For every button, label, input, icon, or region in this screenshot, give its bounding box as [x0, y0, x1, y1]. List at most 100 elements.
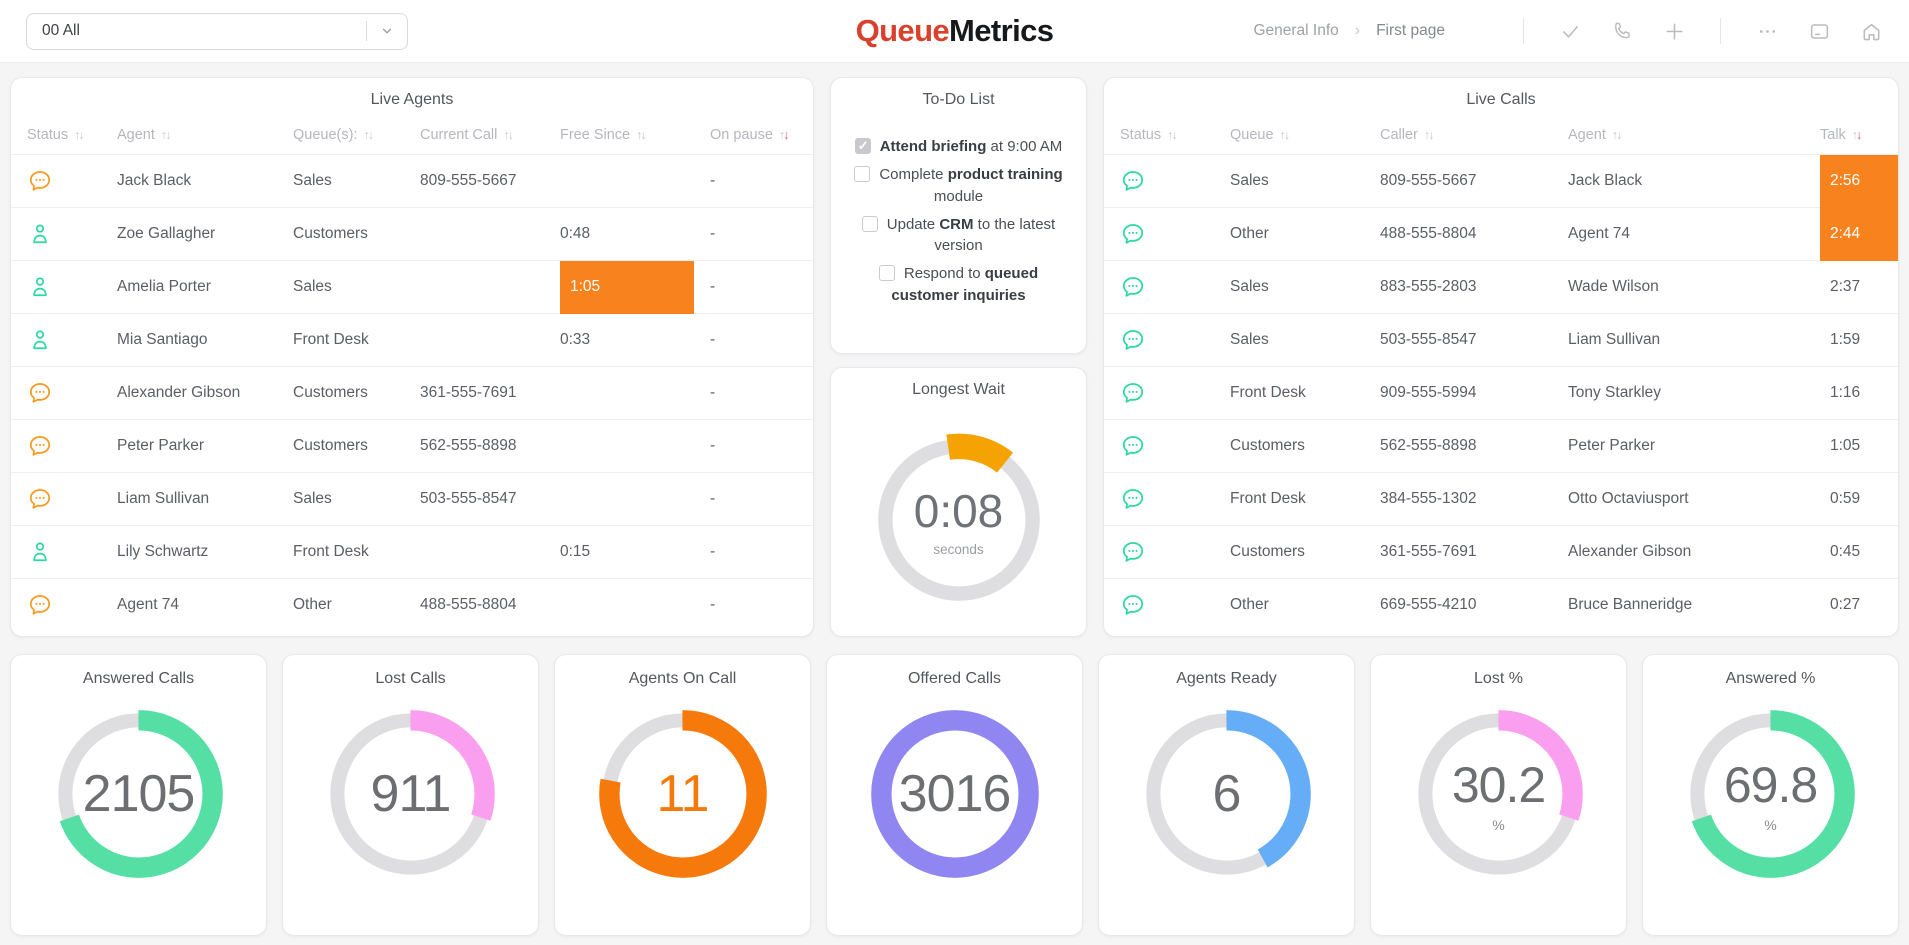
sort-icon: ↑ ↓ [363, 128, 374, 142]
chat-bubble-icon [29, 171, 51, 191]
todo-checkbox[interactable] [854, 166, 871, 183]
column-header-caller[interactable]: Caller ↑ ↓ [1380, 127, 1435, 143]
agent-on-pause-cell: - [710, 490, 716, 507]
agent-name-cell: Liam Sullivan [117, 490, 210, 507]
gauge-unit: % [1764, 816, 1777, 833]
live-calls-row: Customers 562-555-8898 Peter Parker 1:05 [1104, 419, 1898, 472]
agent-queue-cell: Other [293, 596, 332, 613]
call-caller-cell: 883-555-2803 [1380, 278, 1477, 295]
person-icon [33, 277, 47, 297]
column-header-queue-s[interactable]: Queue(s): ↑ ↓ [293, 127, 374, 143]
call-caller-cell: 809-555-5667 [1380, 172, 1477, 189]
call-talk-cell: 0:27 [1830, 596, 1861, 613]
chat-bubble-icon [1122, 277, 1144, 297]
call-queue-cell: Sales [1230, 331, 1269, 348]
queue-selector-value: 00 All [42, 22, 80, 39]
live-calls-row: Sales 503-555-8547 Liam Sullivan 1:59 [1104, 313, 1898, 366]
call-talk-cell: 0:45 [1830, 543, 1861, 560]
column-header-queue[interactable]: Queue ↑ ↓ [1230, 127, 1290, 143]
agent-on-pause-cell: - [710, 172, 716, 189]
phone-icon[interactable] [1610, 19, 1634, 43]
agent-status-cell [27, 274, 117, 300]
donut-gauge: 69.8% [1677, 700, 1865, 888]
donut-gauge: 911 [317, 700, 505, 888]
agent-status-cell [27, 486, 117, 512]
toolbar-divider [1523, 18, 1524, 44]
gauge-card-offered-calls: Offered Calls 3016 [826, 654, 1083, 936]
todo-checkbox[interactable] [861, 215, 878, 232]
todo-checkbox[interactable] [854, 137, 871, 155]
chat-bubble-icon [1122, 595, 1144, 615]
column-header-agent[interactable]: Agent ↑ ↓ [1568, 127, 1623, 143]
agent-status-cell [27, 221, 117, 247]
donut-gauge: 30.2% [1405, 700, 1593, 888]
plus-icon[interactable] [1662, 19, 1686, 43]
call-agent-cell: Jack Black [1568, 172, 1643, 189]
agent-queue-cell: Customers [293, 384, 368, 401]
live-agents-rows: Jack Black Sales 809-555-5667- Zoe Gallaghe… [11, 154, 813, 631]
agent-current-call-cell: 503-555-8547 [420, 490, 517, 507]
todo-list: Attend briefing at 9:00 AM Complete produ… [831, 116, 1086, 306]
todo-checkbox[interactable] [878, 265, 895, 282]
column-header-talk[interactable]: Talk ↑ ↓ [1820, 127, 1862, 143]
chat-bubble-icon [29, 436, 51, 456]
live-agents-row: Peter Parker Customers 562-555-8898 - [11, 419, 813, 472]
agent-current-call-cell: 562-555-8898 [420, 437, 517, 454]
gauge-unit: % [1492, 816, 1505, 833]
live-calls-row: Other 488-555-8804 Agent 74 2:44 [1104, 207, 1898, 261]
gauge-title: Offered Calls [907, 670, 1002, 687]
column-header-on-pause[interactable]: On pause ↑ ↓ [710, 127, 790, 143]
gauge-value: 30.2 [1451, 756, 1546, 813]
column-header-status[interactable]: Status ↑ ↓ [1120, 127, 1178, 143]
call-agent-cell: Bruce Banneridge [1568, 596, 1693, 613]
folder-icon[interactable] [1807, 19, 1831, 43]
agent-name-cell: Jack Black [117, 172, 192, 189]
agent-free-since-cell: 0:48 [560, 225, 591, 242]
column-header-agent[interactable]: Agent ↑ ↓ [117, 127, 172, 143]
live-calls-header: Status ↑ ↓ Queue ↑ ↓ Caller ↑ ↓ Agent ↑ ↓ Talk ↑ ↓ [1104, 116, 1898, 154]
call-talk-cell: 1:59 [1830, 331, 1861, 348]
call-caller-cell: 562-555-8898 [1380, 437, 1477, 454]
chevron-down-icon[interactable] [367, 24, 407, 38]
call-agent-cell: Alexander Gibson [1568, 543, 1692, 560]
call-status-cell [1120, 274, 1230, 300]
logo-part-queue: Queue [855, 13, 950, 48]
live-calls-row: Sales 883-555-2803 Wade Wilson 2:37 [1104, 260, 1898, 313]
call-queue-cell: Front Desk [1230, 490, 1306, 507]
longest-wait-gauge: 0:08 seconds [863, 424, 1055, 616]
home-icon[interactable] [1859, 19, 1883, 43]
agent-queue-cell: Customers [293, 225, 368, 242]
donut-gauge: 11 [589, 700, 777, 888]
check-icon[interactable] [1558, 19, 1582, 43]
call-status-cell [1120, 539, 1230, 565]
breadcrumb-first-page[interactable]: First page [1376, 22, 1445, 39]
column-header-current-call[interactable]: Current Call ↑ ↓ [420, 127, 514, 143]
todo-item: Attend briefing at 9:00 AM [847, 136, 1070, 157]
queue-selector-dropdown[interactable]: 00 All [26, 12, 408, 50]
queuemetrics-logo: QueueMetrics [856, 13, 1054, 49]
sort-icon: ↑ ↓ [74, 128, 85, 142]
toolbar-divider [1720, 18, 1721, 44]
logo-part-metrics: Metrics [949, 13, 1054, 48]
agent-current-call-cell: 361-555-7691 [420, 384, 517, 401]
agent-name-cell: Agent 74 [117, 596, 180, 613]
longest-wait-card: Longest Wait 0:08 seconds [830, 367, 1087, 637]
gauge-value: 3016 [898, 765, 1012, 823]
gauge-title: Agents Ready [1176, 670, 1277, 687]
column-header-free-since[interactable]: Free Since ↑ ↓ [560, 127, 647, 143]
top-bar: 00 All QueueMetrics General Info › First… [0, 0, 1909, 63]
column-header-status[interactable]: Status ↑ ↓ [27, 127, 85, 143]
chat-bubble-icon [1122, 330, 1144, 350]
agent-name-cell: Zoe Gallagher [117, 225, 216, 242]
ellipsis-icon[interactable] [1755, 19, 1779, 43]
call-talk-cell: 2:56 [1820, 154, 1898, 208]
chat-bubble-icon [29, 595, 51, 615]
agent-status-cell [27, 380, 117, 406]
sort-icon: ↑ ↓ [1167, 128, 1178, 142]
live-agents-row: Alexander Gibson Customers 361-555-7691 - [11, 366, 813, 419]
breadcrumb-general-info[interactable]: General Info [1253, 22, 1339, 39]
agent-status-cell [27, 592, 117, 618]
chat-bubble-icon [1122, 489, 1144, 509]
agent-on-pause-cell: - [710, 384, 716, 401]
call-agent-cell: Agent 74 [1568, 225, 1631, 242]
